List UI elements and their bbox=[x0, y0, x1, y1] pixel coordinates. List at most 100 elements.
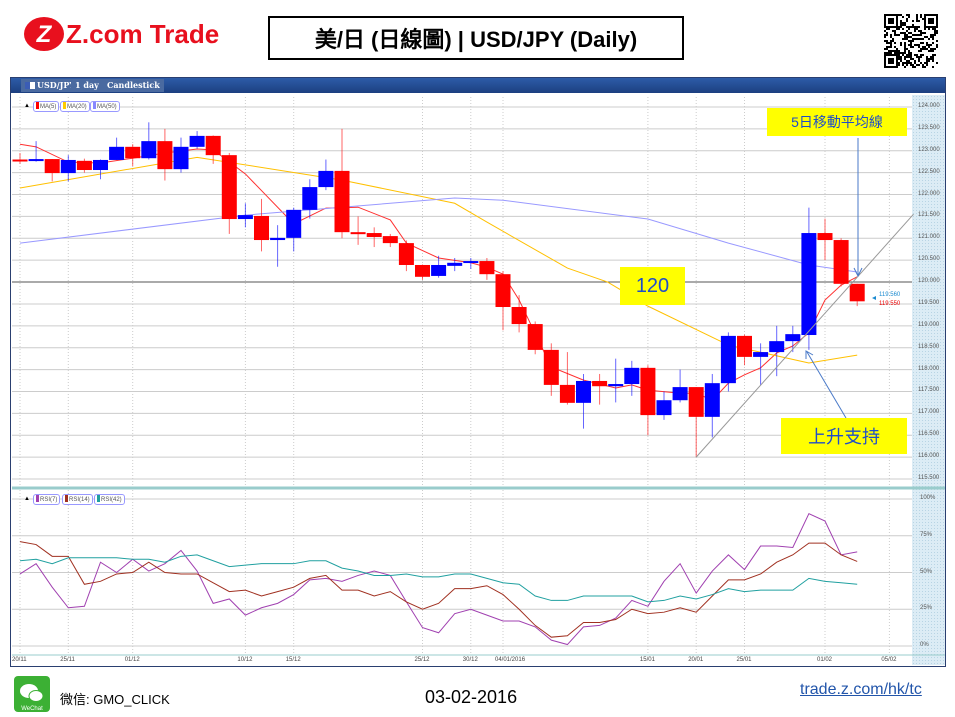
candle-body bbox=[205, 135, 221, 156]
qr-code bbox=[884, 14, 938, 68]
candle-body bbox=[624, 367, 640, 385]
candle-body bbox=[270, 237, 286, 241]
date-tick-label: 25/11 bbox=[60, 657, 75, 663]
candle-body bbox=[157, 141, 173, 170]
candle-body bbox=[12, 159, 28, 162]
rsi-line-rsi42 bbox=[19, 554, 858, 603]
ma-line-ma50 bbox=[19, 197, 858, 273]
chart-frame bbox=[10, 77, 946, 667]
level-120-annotation: 120 bbox=[620, 267, 685, 305]
candle-body bbox=[833, 240, 849, 284]
candle-body bbox=[431, 264, 447, 276]
price-tick-label: 122.500 bbox=[918, 168, 940, 175]
price-tick-label: 123.500 bbox=[918, 124, 940, 131]
interval-tab[interactable]: 1 day bbox=[71, 79, 103, 92]
candle-body bbox=[769, 341, 785, 353]
legend-rsi7[interactable]: RSI(7) bbox=[33, 494, 61, 505]
legend-rsi42[interactable]: RSI(42) bbox=[94, 494, 125, 505]
candle-body bbox=[688, 387, 704, 417]
support-arrow bbox=[806, 351, 847, 419]
bid-price-label: 119.550 bbox=[879, 301, 901, 307]
candle-body bbox=[93, 159, 108, 171]
chart-toolbar: USD/JPY 1 day Candlestick bbox=[11, 78, 945, 93]
legend-ma50[interactable]: MA(50) bbox=[90, 101, 120, 112]
candle-body bbox=[237, 215, 253, 220]
candle-body bbox=[221, 155, 237, 220]
candle-body bbox=[286, 209, 302, 238]
date-tick-label: 20/11 bbox=[12, 657, 27, 663]
logo-text: Z.com Trade bbox=[66, 19, 219, 49]
rsi-line-rsi7 bbox=[19, 513, 858, 646]
website-link[interactable]: trade.z.com/hk/tc bbox=[800, 681, 922, 698]
price-tick-label: 123.000 bbox=[918, 146, 940, 153]
legend-ma5-label: MA(5) bbox=[40, 104, 57, 110]
price-axis-background bbox=[912, 95, 945, 665]
ma-line-ma20 bbox=[19, 156, 858, 364]
candle-body bbox=[495, 274, 511, 308]
legend-rsi7-label: RSI(7) bbox=[40, 497, 58, 503]
rsi-tick-label: 100% bbox=[920, 495, 936, 501]
date-tick-label: 01/02 bbox=[817, 657, 833, 663]
candle-body bbox=[479, 261, 495, 275]
legend-ma5[interactable]: MA(5) bbox=[33, 101, 60, 112]
candle-body bbox=[302, 187, 318, 210]
price-tick-label: 118.500 bbox=[918, 343, 940, 350]
support-annotation: 上升支持 bbox=[781, 418, 907, 454]
price-tick-label: 120.500 bbox=[918, 256, 940, 263]
candle-body bbox=[141, 141, 157, 159]
ma5-arrowhead-icon bbox=[853, 267, 863, 278]
rsi-line-rsi14 bbox=[19, 541, 858, 638]
date-tick-label: 01/12 bbox=[124, 657, 140, 663]
date-tick-label: 20/01 bbox=[688, 657, 704, 663]
price-tick-label: 115.500 bbox=[918, 475, 940, 481]
svg-text:WeChat: WeChat bbox=[21, 706, 43, 712]
date-tick-label: 25/12 bbox=[414, 657, 430, 663]
candle-body bbox=[109, 146, 125, 160]
candle-body bbox=[737, 335, 752, 357]
report-date: 03-02-2016 bbox=[425, 687, 518, 707]
wechat-icon: WeChat bbox=[14, 676, 50, 712]
candle-body bbox=[28, 159, 44, 162]
candle-body bbox=[44, 159, 60, 174]
price-tick-label: 116.500 bbox=[918, 431, 940, 438]
candle-body bbox=[672, 387, 688, 401]
date-tick-label: 15/12 bbox=[285, 657, 301, 663]
last-price-marker-icon bbox=[872, 296, 876, 300]
candle-body bbox=[849, 283, 865, 302]
candle-body bbox=[350, 232, 366, 235]
candle-body bbox=[173, 146, 189, 170]
price-tick-label: 118.000 bbox=[918, 365, 940, 372]
svg-text:Z: Z bbox=[36, 21, 53, 48]
candle-body bbox=[125, 146, 141, 159]
candle-body bbox=[415, 264, 430, 277]
date-tick-label: 30/12 bbox=[462, 657, 478, 663]
ma5-annotation: 5日移動平均線 bbox=[767, 108, 907, 136]
support-arrowhead-icon bbox=[805, 350, 814, 359]
price-tick-label: 122.000 bbox=[918, 190, 940, 197]
price-tick-label: 116.000 bbox=[918, 453, 940, 460]
candle-body bbox=[527, 324, 543, 350]
candle-body bbox=[318, 170, 334, 188]
candle-body bbox=[76, 160, 92, 171]
collapse-toggle-icon[interactable]: ▲ bbox=[24, 103, 30, 109]
symbol-tab[interactable]: USD/JPY bbox=[21, 79, 80, 92]
candle-body bbox=[608, 384, 624, 387]
candle-body bbox=[640, 367, 656, 416]
candle-body bbox=[753, 352, 769, 357]
legend-ma50-label: MA(50) bbox=[97, 104, 117, 110]
legend-ma20[interactable]: MA(20) bbox=[60, 101, 90, 112]
legend-ma20-label: MA(20) bbox=[67, 104, 87, 110]
zcom-trade-logo: Z Z.com Trade bbox=[24, 17, 219, 51]
price-tick-label: 119.500 bbox=[918, 299, 940, 306]
candle-body bbox=[366, 233, 382, 237]
wechat-label: 微信: GMO_CLICK bbox=[60, 692, 170, 707]
price-tick-label: 117.000 bbox=[918, 409, 940, 416]
candle-body bbox=[254, 215, 269, 241]
date-tick-label: 05/02 bbox=[881, 657, 897, 663]
rsi-collapse-toggle-icon[interactable]: ▲ bbox=[24, 496, 30, 502]
legend-rsi14[interactable]: RSI(14) bbox=[62, 494, 93, 505]
chart-type-tab[interactable]: Candlestick bbox=[103, 79, 164, 92]
date-tick-label: 25/01 bbox=[736, 657, 752, 663]
price-tick-label: 121.000 bbox=[918, 234, 940, 241]
